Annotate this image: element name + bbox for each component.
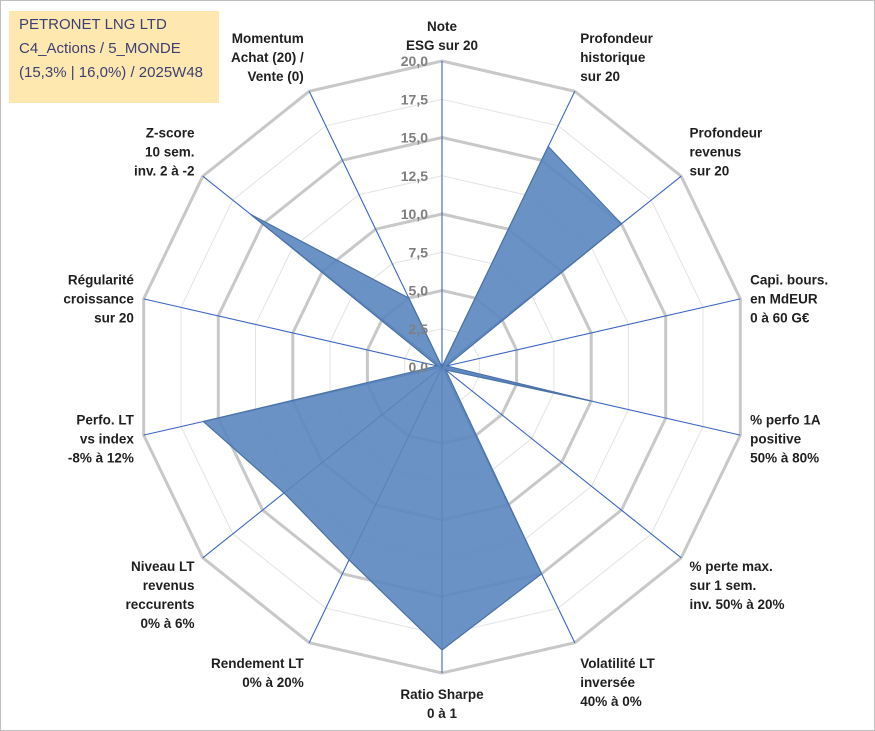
tick-label: 7,5: [409, 244, 429, 260]
axis-label: Vente (0): [248, 69, 304, 84]
axis-label: 0% à 6%: [140, 616, 194, 631]
axis-label: sur 20: [690, 164, 730, 179]
axis-label: inv. 50% à 20%: [690, 597, 785, 612]
axis-label: historique: [580, 50, 646, 65]
axis-label: sur 1 sem.: [690, 578, 757, 593]
axis-label: Z-score: [146, 126, 195, 141]
axis-label: Perfo. LT: [76, 412, 134, 427]
axis-label: Volatilité LT: [580, 656, 655, 671]
axis-label: revenus: [690, 145, 742, 160]
axis-label: Achat (20) /: [231, 50, 304, 65]
axis-label: Niveau LT: [131, 559, 195, 574]
axis-label: 0 à 60 G€: [750, 311, 810, 326]
tick-label: 17,5: [401, 91, 428, 107]
axis-label: reccurents: [125, 597, 194, 612]
title-stats: (15,3% | 16,0%) / 2025W48: [19, 64, 203, 81]
tick-label: 0,0: [409, 359, 429, 375]
axis-label: inv. 2 à -2: [134, 164, 195, 179]
title-box: PETRONET LNG LTD C4_Actions / 5_MONDE (1…: [9, 11, 219, 103]
axis-label: 0 à 1: [427, 706, 458, 721]
axis-label: 50% à 80%: [750, 450, 819, 465]
title-company: PETRONET LNG LTD: [19, 16, 167, 33]
axis-label: croissance: [63, 292, 134, 307]
axis-label: -8% à 12%: [68, 450, 134, 465]
title-category: C4_Actions / 5_MONDE: [19, 40, 181, 57]
axis-label: Profondeur: [690, 126, 763, 141]
axis-label: revenus: [143, 578, 195, 593]
axis-label: Rendement LT: [211, 656, 305, 671]
axis-label: % perte max.: [690, 559, 773, 574]
axis-label: ESG sur 20: [406, 38, 478, 53]
axis-label: Profondeur: [580, 31, 653, 46]
tick-label: 5,0: [409, 283, 429, 299]
axis-label: % perfo 1A: [750, 412, 821, 427]
axis-label: 0% à 20%: [242, 675, 304, 690]
axis-label: en MdEUR: [750, 292, 818, 307]
axis-label: positive: [750, 431, 802, 446]
tick-label: 2,5: [409, 321, 429, 337]
axis-label: sur 20: [580, 69, 620, 84]
tick-label: 12,5: [401, 168, 428, 184]
tick-label: 15,0: [401, 130, 428, 146]
axis-label: vs index: [80, 431, 135, 446]
axis-label: sur 20: [94, 311, 134, 326]
axis-label: Momentum: [232, 31, 304, 46]
axis-label: 40% à 0%: [580, 694, 642, 709]
tick-label: 20,0: [401, 53, 428, 69]
axis-label: Régularité: [68, 273, 135, 288]
spoke-line: [441, 298, 741, 368]
axis-label: 10 sem.: [145, 145, 195, 160]
axis-label: inversée: [580, 675, 635, 690]
axis-label: Note: [427, 19, 457, 34]
spoke-line: [441, 366, 682, 559]
series-area: [202, 145, 623, 651]
tick-label: 10,0: [401, 206, 428, 222]
axis-label: Ratio Sharpe: [400, 687, 484, 702]
axis-label: Capi. bours.: [750, 273, 828, 288]
spoke-line: [143, 298, 443, 368]
